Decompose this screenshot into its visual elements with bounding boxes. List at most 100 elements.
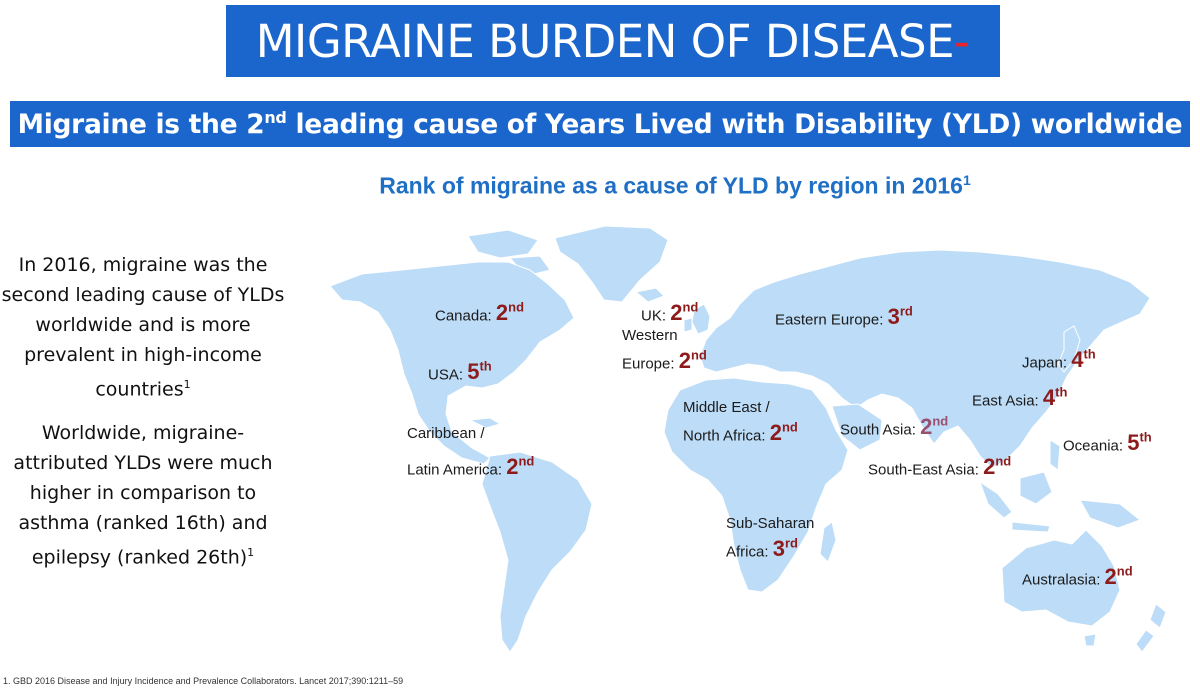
footnote: 1. GBD 2016 Disease and Injury Incidence…	[3, 676, 404, 686]
region-name: Canada:	[435, 307, 492, 325]
left-panel: In 2016, migraine was the second leading…	[0, 250, 286, 587]
region-name: UK:	[641, 307, 667, 325]
rank-suffix: nd	[508, 300, 525, 315]
region-name: Oceania:	[1063, 437, 1124, 455]
caribbean-shape	[468, 417, 502, 429]
rank-value: 2nd	[670, 300, 698, 325]
region-label-eastern-europe: Eastern Europe: 3rd	[775, 302, 913, 330]
rank-suffix: th	[1055, 385, 1068, 400]
japan-shape	[1057, 325, 1081, 373]
rank-number: 5	[467, 359, 480, 385]
rank-number: 4	[1042, 385, 1056, 411]
greenland-shape	[554, 225, 669, 303]
new-zealand-shape-2	[1135, 629, 1155, 653]
map-title: Rank of migraine as a cause of YLD by re…	[150, 172, 1200, 200]
left-para-2: Worldwide, migraine-attributed YLDs were…	[0, 418, 286, 572]
rank-number: 2	[920, 414, 933, 440]
region-name: Caribbean /	[407, 425, 485, 442]
rank-number: 4	[1071, 347, 1084, 373]
left-para-2-text: Worldwide, migraine-attributed YLDs were…	[13, 422, 273, 569]
philippines-shape	[1049, 439, 1061, 471]
rank-value: 2nd	[983, 454, 1011, 479]
map-title-sup: 1	[962, 172, 971, 188]
region-label-australasia: Australasia: 2nd	[1022, 562, 1133, 590]
map-title-text: Rank of migraine as a cause of YLD by re…	[379, 172, 963, 199]
region-name-2: Europe:	[622, 355, 675, 373]
subtitle: Migraine is the 2nd leading cause of Yea…	[18, 108, 1183, 140]
region-label-east-asia: East Asia: 4th	[972, 383, 1067, 411]
ireland-shape	[683, 317, 693, 333]
rank-number: 2	[983, 454, 996, 480]
rank-value: 2nd	[506, 454, 534, 479]
madagascar-shape	[819, 521, 837, 563]
region-name-2: North Africa:	[683, 427, 766, 445]
rank-number: 2	[1104, 564, 1117, 590]
rank-suffix: nd	[995, 454, 1012, 469]
rank-suffix: th	[1083, 347, 1096, 362]
subtitle-sup: nd	[264, 108, 287, 128]
sumatra-shape	[979, 480, 1013, 519]
new-guinea-shape	[1079, 499, 1142, 529]
left-para-1: In 2016, migraine was the second leading…	[0, 250, 286, 404]
rank-value: 3rd	[773, 536, 798, 561]
region-name-2: Africa:	[726, 543, 769, 561]
rank-value: 2nd	[679, 348, 707, 373]
africa-shape	[663, 377, 849, 593]
region-name: Eastern Europe:	[775, 311, 884, 329]
arctic-islands-shape	[467, 229, 539, 259]
region-name: South Asia:	[840, 421, 916, 439]
rank-suffix: nd	[690, 348, 707, 363]
rank-number: 3	[887, 304, 900, 330]
rank-value: 4th	[1043, 385, 1068, 410]
new-zealand-shape	[1149, 603, 1167, 629]
rank-value: 2nd	[770, 420, 798, 445]
rank-number: 2	[769, 420, 782, 446]
rank-suffix: nd	[781, 420, 798, 435]
region-name: Australasia:	[1022, 571, 1101, 589]
rank-value: 4th	[1071, 347, 1096, 372]
region-label-latin-america: Caribbean / Latin America: 2nd	[407, 420, 534, 484]
region-name: East Asia:	[972, 392, 1039, 410]
title-banner: MIGRAINE BURDEN OF DISEASE -	[226, 5, 1000, 77]
left-para-1-sup: 1	[183, 378, 191, 391]
subtitle-post: leading cause of Years Lived with Disabi…	[286, 108, 1183, 140]
rank-number: 5	[1127, 430, 1140, 456]
title-dash: -	[954, 14, 971, 68]
rank-number: 3	[772, 536, 785, 562]
region-label-south-asia: South Asia: 2nd	[840, 412, 948, 440]
slide-title: MIGRAINE BURDEN OF DISEASE	[255, 14, 955, 68]
region-name: Japan:	[1022, 354, 1068, 372]
left-para-1-text: In 2016, migraine was the second leading…	[1, 254, 285, 401]
rank-value: 2nd	[920, 414, 948, 439]
australia-shape	[1001, 529, 1121, 627]
left-para-2-sup: 1	[247, 546, 255, 560]
eurasia-shape	[699, 249, 1151, 469]
rank-suffix: rd	[899, 304, 913, 319]
rank-suffix: nd	[682, 300, 699, 315]
iceland-shape	[634, 287, 665, 303]
region-label-canada: Canada: 2nd	[435, 298, 524, 326]
tasmania-shape	[1083, 633, 1097, 647]
region-name: USA:	[428, 366, 464, 384]
region-label-south-east-asia: South-East Asia: 2nd	[868, 452, 1011, 480]
rank-suffix: nd	[518, 454, 535, 469]
rank-suffix: rd	[784, 536, 798, 551]
south-america-shape	[481, 451, 593, 653]
arabia-shape	[831, 403, 883, 451]
region-label-oceania: Oceania: 5th	[1063, 428, 1152, 456]
rank-suffix: th	[479, 359, 492, 374]
rank-suffix: th	[1139, 430, 1152, 445]
region-label-uk: UK: 2nd	[641, 298, 698, 326]
subtitle-pre: Migraine is the 2	[17, 108, 265, 140]
rank-value: 2nd	[1105, 564, 1133, 589]
region-label-usa: USA: 5th	[428, 357, 492, 385]
region-label-japan: Japan: 4th	[1022, 345, 1096, 373]
rank-number: 2	[678, 348, 691, 374]
rank-suffix: nd	[1116, 564, 1133, 579]
region-name-2: Latin America:	[407, 461, 503, 479]
java-shape	[1011, 521, 1051, 533]
rank-value: 5th	[1127, 430, 1152, 455]
region-name: Western	[622, 327, 678, 344]
rank-value: 3rd	[888, 304, 913, 329]
